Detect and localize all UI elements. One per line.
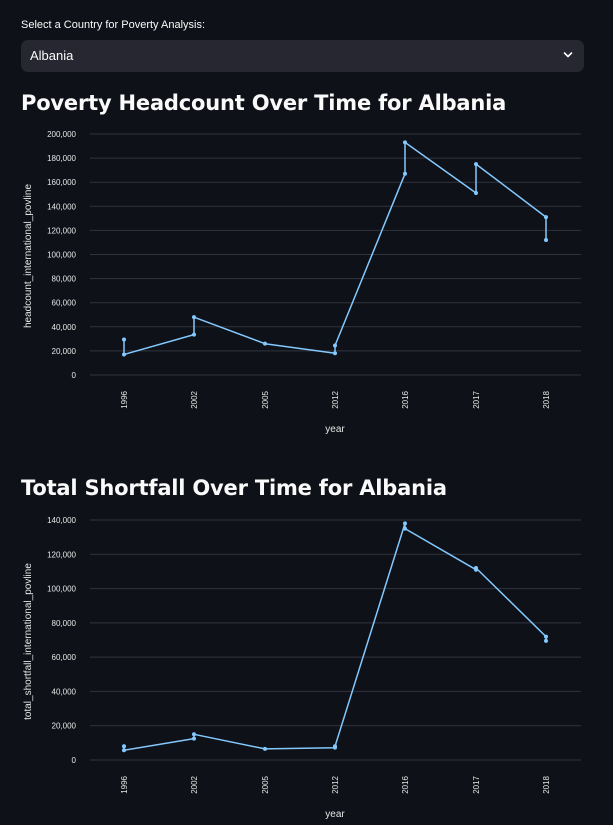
x-tick-label: 2017 — [472, 390, 481, 408]
y-tick-label: 20,000 — [52, 722, 77, 731]
y-axis-title: headcount_international_povline — [23, 184, 34, 328]
data-point[interactable] — [403, 521, 407, 526]
data-point[interactable] — [544, 215, 548, 220]
chevron-down-icon[interactable] — [561, 48, 575, 62]
x-tick-label: 1996 — [120, 390, 129, 408]
headcount-chart-title: Poverty Headcount Over Time for Albania — [21, 91, 507, 115]
data-point[interactable] — [474, 566, 478, 570]
country-select[interactable]: Albania — [21, 40, 584, 72]
data-point[interactable] — [192, 315, 196, 320]
series-line — [123, 522, 547, 751]
x-tick-label: 2016 — [401, 390, 410, 408]
x-tick-label: 2012 — [331, 775, 340, 793]
x-tick-label: 2012 — [331, 390, 340, 408]
country-select-value: Albania — [30, 48, 74, 63]
y-tick-label: 40,000 — [52, 323, 77, 332]
y-tick-label: 80,000 — [52, 275, 77, 284]
data-point[interactable] — [333, 744, 337, 749]
data-point[interactable] — [333, 343, 337, 348]
data-point[interactable] — [544, 634, 548, 639]
x-tick-label: 2017 — [472, 775, 481, 793]
y-axis-title: total_shortfall_international_povline — [23, 563, 34, 720]
y-tick-label: 120,000 — [47, 226, 76, 235]
x-tick-label: 2005 — [261, 775, 270, 793]
y-tick-label: 100,000 — [47, 251, 76, 260]
x-tick-label: 1996 — [120, 775, 129, 793]
data-point[interactable] — [122, 744, 126, 749]
data-point[interactable] — [474, 191, 478, 196]
y-tick-label: 0 — [72, 371, 77, 380]
data-point[interactable] — [333, 351, 337, 356]
y-tick-label: 60,000 — [52, 653, 77, 662]
y-tick-label: 200,000 — [47, 130, 76, 139]
y-tick-label: 160,000 — [47, 178, 76, 187]
y-tick-label: 60,000 — [52, 299, 77, 308]
data-point[interactable] — [263, 746, 267, 751]
data-point[interactable] — [122, 748, 126, 753]
x-tick-label: 2002 — [190, 390, 199, 408]
data-point[interactable] — [474, 162, 478, 167]
x-axis-title: year — [325, 809, 345, 820]
data-point[interactable] — [192, 732, 196, 737]
x-tick-label: 2002 — [190, 775, 199, 793]
x-tick-label: 2016 — [401, 775, 410, 793]
x-tick-label: 2018 — [542, 390, 551, 408]
y-tick-label: 0 — [72, 756, 77, 765]
data-point[interactable] — [403, 171, 407, 176]
data-point[interactable] — [403, 140, 407, 145]
y-tick-label: 140,000 — [47, 516, 76, 525]
data-point[interactable] — [122, 352, 126, 357]
data-point[interactable] — [544, 638, 548, 643]
y-tick-label: 20,000 — [52, 347, 77, 356]
y-tick-label: 40,000 — [52, 687, 77, 696]
x-axis-title: year — [325, 424, 345, 435]
x-tick-label: 2018 — [542, 775, 551, 793]
x-tick-label: 2005 — [261, 390, 270, 408]
data-point[interactable] — [403, 526, 407, 531]
data-point[interactable] — [263, 341, 267, 346]
shortfall-chart-title: Total Shortfall Over Time for Albania — [21, 476, 447, 500]
country-select-label: Select a Country for Poverty Analysis: — [21, 19, 206, 31]
y-tick-label: 180,000 — [47, 154, 76, 163]
data-point[interactable] — [192, 736, 196, 741]
data-point[interactable] — [192, 332, 196, 337]
data-point[interactable] — [544, 238, 548, 243]
y-tick-label: 140,000 — [47, 202, 76, 211]
y-tick-label: 120,000 — [47, 550, 76, 559]
y-tick-label: 80,000 — [52, 619, 77, 628]
y-tick-label: 100,000 — [47, 585, 76, 594]
data-point[interactable] — [122, 337, 126, 342]
